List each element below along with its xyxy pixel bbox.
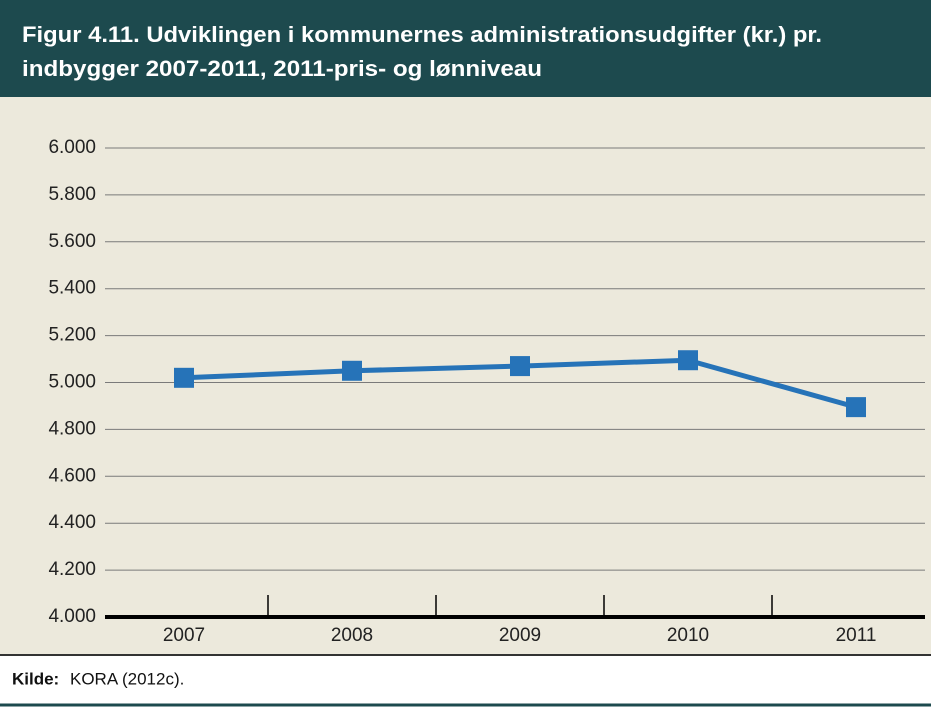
y-tick-label: 4.200	[48, 559, 96, 580]
y-tick-label: 4.600	[48, 465, 96, 486]
y-tick-label: 4.000	[48, 606, 96, 627]
y-tick-label: 5.800	[48, 184, 96, 205]
marker	[678, 350, 698, 371]
y-tick-label: 5.400	[48, 278, 96, 299]
chart-title: Figur 4.11. Udviklingen i kommunernes ad…	[22, 22, 822, 47]
y-tick-label: 4.400	[48, 512, 96, 533]
header	[0, 0, 931, 97]
marker	[342, 360, 362, 381]
y-tick-label: 6.000	[48, 137, 96, 158]
y-tick-label: 5.600	[48, 231, 96, 252]
marker	[174, 367, 194, 388]
x-tick-label: 2008	[331, 625, 373, 646]
footer	[0, 655, 931, 707]
y-tick-label: 4.800	[48, 418, 96, 439]
marker	[846, 397, 866, 418]
chart-title: indbygger 2007-2011, 2011-pris- og lønni…	[22, 56, 542, 81]
y-tick-label: 5.200	[48, 325, 96, 346]
x-tick-label: 2007	[163, 625, 205, 646]
source-text: KORA (2012c).	[70, 669, 184, 688]
x-tick-label: 2010	[667, 625, 709, 646]
x-tick-label: 2011	[836, 625, 877, 646]
marker	[510, 356, 530, 377]
x-tick-label: 2009	[499, 625, 541, 646]
y-tick-label: 5.000	[48, 372, 96, 393]
source-label: Kilde:	[12, 669, 59, 688]
